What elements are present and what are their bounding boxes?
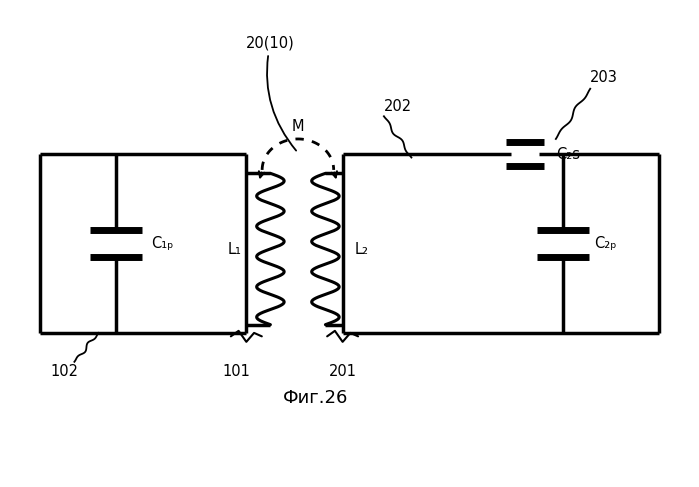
Text: Фиг.26: Фиг.26 — [282, 389, 348, 407]
Text: M: M — [291, 119, 304, 134]
Text: 201: 201 — [329, 364, 356, 378]
Text: L₁: L₁ — [228, 242, 242, 257]
Text: 20(10): 20(10) — [246, 36, 296, 150]
Text: 203: 203 — [590, 70, 618, 85]
Text: 102: 102 — [50, 364, 78, 378]
Text: C₂ₚ: C₂ₚ — [593, 236, 616, 251]
Text: C₂s: C₂s — [556, 147, 580, 162]
Text: 202: 202 — [384, 99, 412, 114]
Text: C₁ₚ: C₁ₚ — [152, 236, 174, 251]
Text: 101: 101 — [222, 364, 250, 378]
Text: L₂: L₂ — [354, 242, 368, 257]
